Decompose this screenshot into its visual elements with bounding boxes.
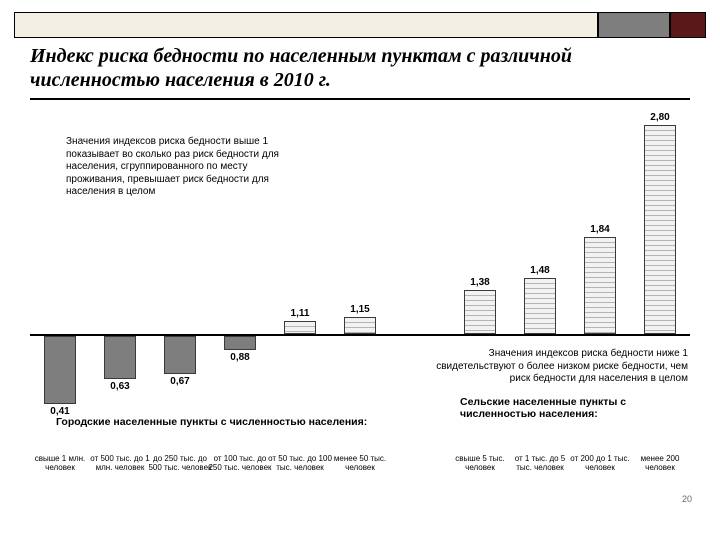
decorative-top-bar <box>14 12 706 38</box>
topbar-segment-end <box>670 12 706 38</box>
bar-value: 1,84 <box>590 224 609 235</box>
bar-value: 1,11 <box>291 308 310 319</box>
bar <box>524 278 556 334</box>
bar-value: 2,80 <box>650 112 669 123</box>
bar <box>104 336 136 379</box>
bar <box>344 317 376 334</box>
bar-value: 0,88 <box>230 352 249 363</box>
bar <box>584 237 616 334</box>
chart-note-upper: Значения индексов риска бедности выше 1 … <box>66 136 296 199</box>
bar <box>164 336 196 374</box>
x-axis-label: свыше 1 млн. человек <box>28 454 92 472</box>
bar <box>224 336 256 350</box>
x-axis-label: от 200 до 1 тыс. человек <box>568 454 632 472</box>
x-axis-label: от 100 тыс. до 250 тыс. человек <box>208 454 272 472</box>
bar <box>464 290 496 334</box>
x-axis-label: от 500 тыс. до 1 млн. человек <box>88 454 152 472</box>
bar-value: 1,15 <box>350 304 369 315</box>
bar <box>284 321 316 334</box>
poverty-risk-chart: Значения индексов риска бедности выше 1 … <box>30 118 690 504</box>
x-axis-label: до 250 тыс. до 500 тыс. человек <box>148 454 212 472</box>
plot-area: Значения индексов риска бедности выше 1 … <box>30 118 690 450</box>
page-number: 20 <box>682 494 692 504</box>
bar-value: 0,41 <box>50 406 69 417</box>
x-axis-labels: свыше 1 млн. человекот 500 тыс. до 1 млн… <box>30 454 690 504</box>
title-container: Индекс риска бедности по населенным пунк… <box>30 44 690 100</box>
chart-note-lower: Значения индексов риска бедности ниже 1 … <box>428 348 688 386</box>
bar-value: 0,63 <box>110 381 129 392</box>
x-axis-label: менее 50 тыс. человек <box>328 454 392 472</box>
bar <box>44 336 76 404</box>
x-axis-label: свыше 5 тыс. человек <box>448 454 512 472</box>
topbar-segment-main <box>14 12 598 38</box>
bar-value: 1,38 <box>470 277 489 288</box>
bar-value: 0,67 <box>170 376 189 387</box>
topbar-segment-mid <box>598 12 670 38</box>
x-axis-label: от 1 тыс. до 5 тыс. человек <box>508 454 572 472</box>
group-label-city: Городские населенные пункты с численност… <box>56 416 367 428</box>
group-label-rural: Сельские населенные пункты с численность… <box>460 396 690 420</box>
bar-value: 1,48 <box>530 265 549 276</box>
x-axis-label: менее 200 человек <box>628 454 692 472</box>
x-axis-label: от 50 тыс. до 100 тыс. человек <box>268 454 332 472</box>
bar <box>644 125 676 334</box>
slide-title: Индекс риска бедности по населенным пунк… <box>30 44 690 92</box>
